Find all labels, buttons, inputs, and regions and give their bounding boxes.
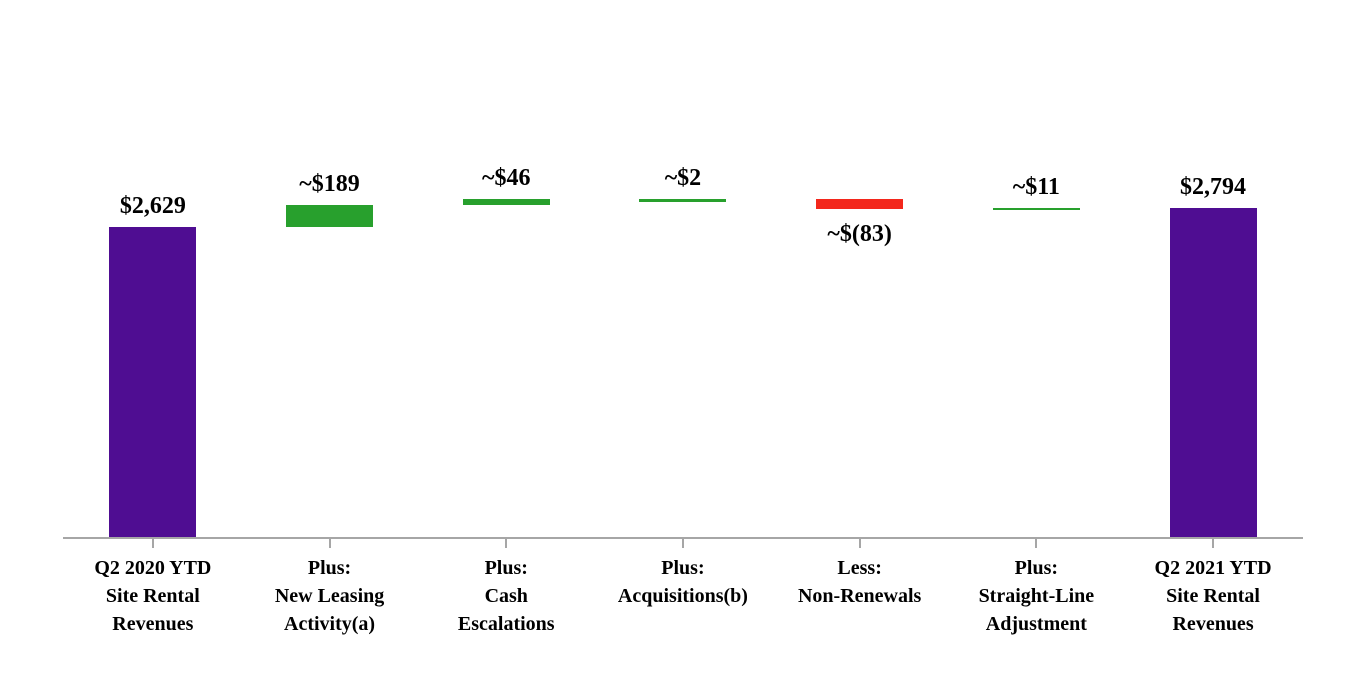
waterfall-bar-1	[286, 204, 374, 227]
x-axis-line	[63, 537, 1303, 539]
category-label-line: Adjustment	[985, 613, 1087, 635]
category-label-line: Activity(a)	[284, 613, 376, 635]
category-label-line: Acquisitions(b)	[617, 585, 748, 607]
category-label-line: Site Rental	[1166, 585, 1260, 607]
category-label-2: Plus: Cash Escalations	[458, 554, 555, 638]
bar-value-label-6: $2,794	[1180, 173, 1247, 200]
axis-tick-3	[681, 539, 684, 548]
category-label-line: Less:	[837, 557, 882, 579]
category-label-line: New Leasing	[274, 585, 385, 607]
category-label-line: Revenues	[1172, 613, 1254, 635]
category-label-line: Non-Renewals	[797, 585, 922, 607]
category-label-line: Plus:	[661, 557, 705, 579]
bar-value-label-2: ~$46	[482, 165, 531, 192]
category-label-0: Q2 2020 YTD Site Rental Revenues	[94, 554, 211, 638]
waterfall-bar-3	[639, 199, 727, 202]
waterfall-bar-6	[1169, 207, 1257, 537]
axis-tick-2	[505, 539, 508, 548]
bar-value-label-0: $2,629	[119, 193, 186, 219]
category-label-line: Cash	[484, 585, 528, 607]
category-label-line: Plus:	[307, 557, 352, 579]
axis-tick-5	[1035, 539, 1038, 548]
category-label-line: Straight-Line	[978, 585, 1095, 607]
category-label-line: Q2 2020 YTD	[94, 557, 212, 579]
axis-tick-4	[858, 539, 861, 548]
category-label-4: Less: Non-Renewals	[798, 554, 921, 610]
axis-tick-6	[1212, 539, 1215, 548]
category-label-line: Plus:	[484, 557, 528, 579]
waterfall-bar-4	[816, 199, 904, 209]
category-label-1: Plus: New Leasing Activity(a)	[275, 554, 384, 638]
waterfall-bar-2	[462, 199, 550, 205]
bar-value-label-4: ~$(83)	[827, 220, 892, 247]
category-label-5: Plus: Straight-Line Adjustment	[979, 554, 1095, 638]
bar-value-label-1: ~$189	[299, 170, 360, 197]
waterfall-bar-5	[992, 207, 1080, 211]
category-label-line: Escalations	[457, 613, 555, 635]
waterfall-bar-0	[109, 227, 197, 537]
category-label-line: Site Rental	[105, 585, 200, 607]
category-label-line: Revenues	[112, 613, 194, 635]
category-label-3: Plus: Acquisitions(b)	[618, 554, 748, 610]
category-label-line: Q2 2021 YTD	[1154, 557, 1272, 579]
category-label-6: Q2 2021 YTD Site Rental Revenues	[1155, 554, 1272, 638]
category-label-line: Plus:	[1014, 557, 1059, 579]
axis-tick-1	[328, 539, 331, 548]
axis-tick-0	[151, 539, 154, 548]
bar-value-label-3: ~$2	[664, 165, 702, 192]
bar-value-label-5: ~$11	[1012, 173, 1060, 200]
